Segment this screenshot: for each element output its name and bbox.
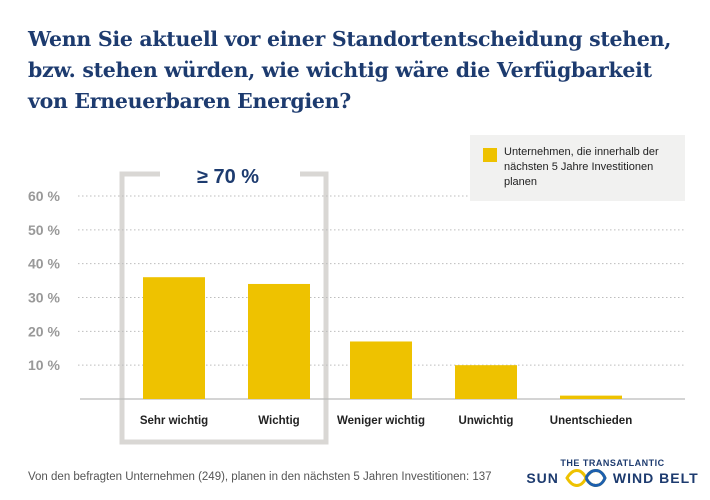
logo-line1: THE TRANSATLANTIC: [560, 458, 665, 468]
bar: [560, 395, 622, 399]
logo-right: WIND BELT: [612, 470, 699, 486]
legend-label: Unternehmen, die innerhalb der nächsten …: [504, 146, 659, 188]
x-tick-label: Sehr wichtig: [140, 415, 208, 427]
x-tick-label: Unwichtig: [459, 415, 514, 427]
y-tick-label: 30 %: [28, 290, 60, 306]
legend-swatch: [483, 148, 497, 162]
legend: Unternehmen, die innerhalb der nächsten …: [470, 135, 685, 201]
bar: [248, 283, 310, 399]
x-tick-label: Unentschieden: [550, 415, 632, 427]
x-tick-label: Weniger wichtig: [337, 415, 425, 427]
logo-left: SUN: [526, 470, 559, 486]
bar: [455, 365, 517, 399]
chart-title: Wenn Sie aktuell vor einer Standortentsc…: [28, 27, 672, 113]
y-tick-label: 60 %: [28, 188, 60, 204]
y-tick-label: 20 %: [28, 323, 60, 339]
bar: [143, 277, 205, 399]
logo: THE TRANSATLANTIC SUN WIND BELT: [525, 458, 700, 488]
bar: [350, 341, 412, 399]
infinity-logo-icon: [565, 469, 607, 487]
y-tick-label: 40 %: [28, 256, 60, 272]
bracket-annotation: [119, 171, 329, 445]
footnote: Von den befragten Unternehmen (249), pla…: [28, 471, 492, 483]
y-tick-label: 10 %: [28, 357, 60, 373]
bracket-label: ≥ 70 %: [197, 166, 259, 188]
x-tick-label: Wichtig: [258, 415, 299, 427]
y-tick-label: 50 %: [28, 222, 60, 238]
